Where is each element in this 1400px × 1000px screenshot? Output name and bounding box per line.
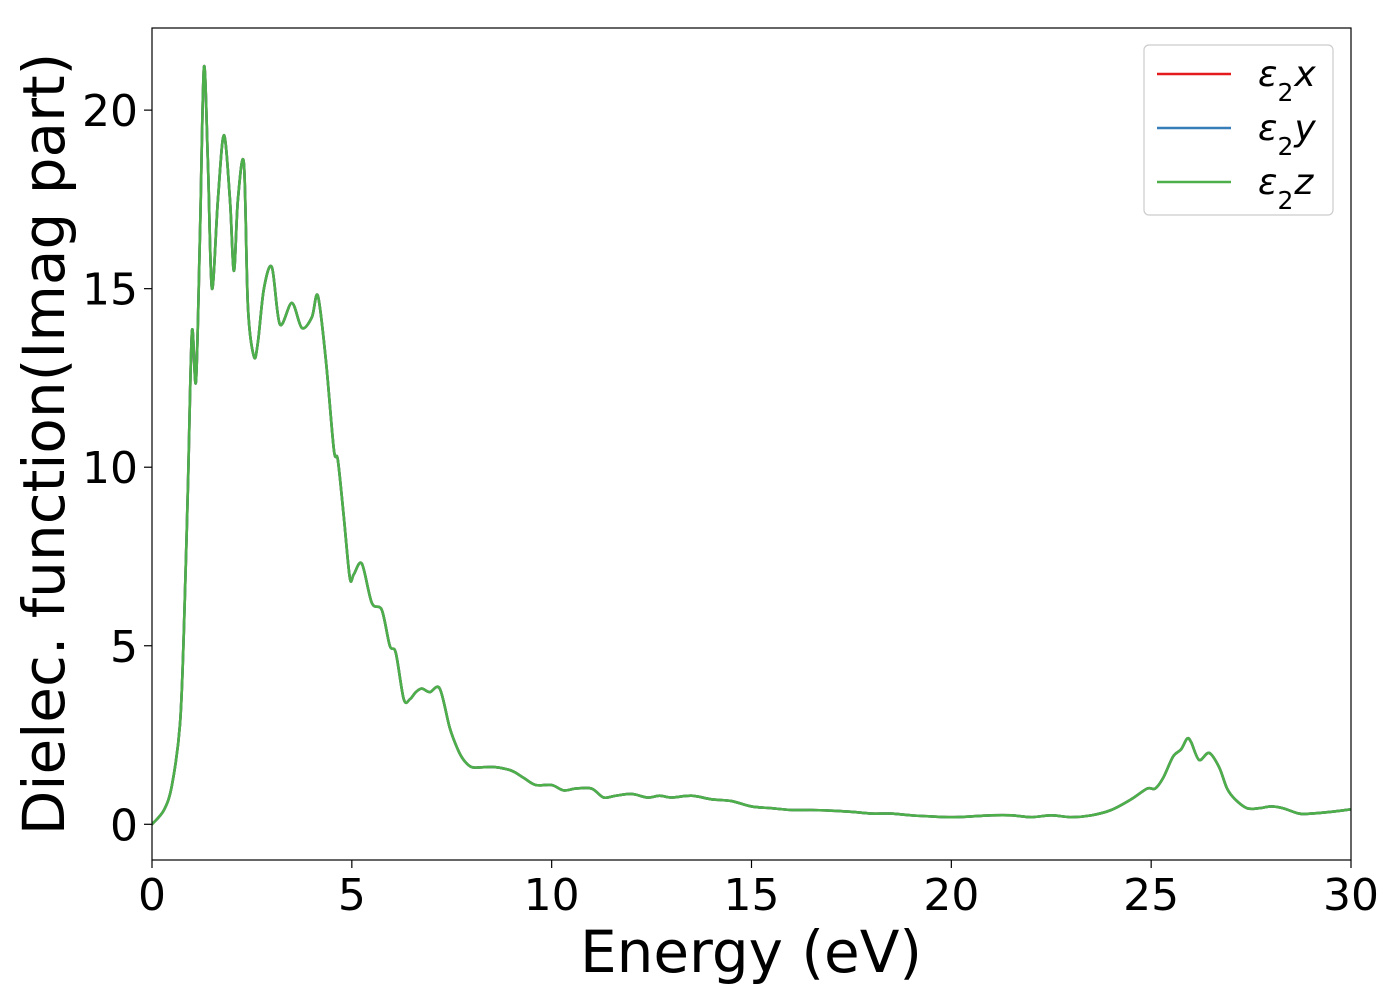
y-tick-label: 5 [110,622,138,673]
x-tick-label: 20 [923,870,979,921]
y-tick-label: 10 [82,443,138,494]
legend-label-z: ε2z [1258,162,1314,215]
x-tick-label: 15 [724,870,780,921]
y-tick-label: 0 [110,800,138,851]
x-axis-title: Energy (eV) [580,918,922,986]
series-layer [152,64,1351,826]
x-axis-ticks: 0 5 10 15 20 25 30 [138,860,1379,921]
legend-label-y: ε2y [1258,108,1316,161]
x-tick-label: 0 [138,870,166,921]
legend-box [1143,44,1334,216]
y-axis-ticks: 0 5 10 15 20 [82,86,152,851]
y-tick-label: 15 [82,265,138,316]
series-line-z [152,64,1351,826]
x-tick-label: 25 [1123,870,1179,921]
x-tick-label: 5 [338,870,366,921]
x-tick-label: 30 [1323,870,1379,921]
legend-label-x: ε2x [1258,54,1316,107]
x-tick-label: 10 [524,870,580,921]
y-axis-title: Dielec. function(Imag part) [10,53,78,836]
y-tick-label: 20 [82,86,138,137]
